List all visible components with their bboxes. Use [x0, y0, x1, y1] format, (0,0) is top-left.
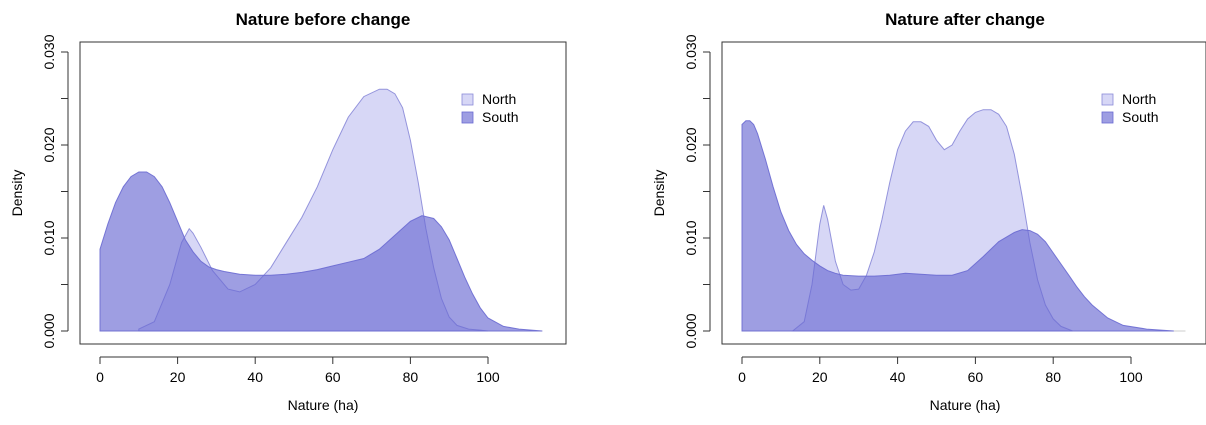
x-tick-label: 80: [1045, 369, 1061, 385]
y-tick-label: 0.000: [41, 313, 57, 348]
x-tick-label: 0: [738, 369, 746, 385]
legend-label-south: South: [1122, 109, 1159, 125]
y-tick-label: 0.020: [41, 127, 57, 162]
legend-swatch-north: [461, 93, 474, 106]
x-tick-label: 40: [890, 369, 906, 385]
density-area-south: [99, 171, 543, 332]
panel-before-change: Nature before change 0 20 40 60 80 100 Nature (…: [9, 10, 567, 413]
y-tick-label: 0.010: [41, 220, 57, 255]
panel-after-change: Nature after change 0 20 40 60 80 100 Nature (h…: [651, 10, 1206, 413]
legend-label-south: South: [482, 109, 519, 125]
x-tick-label: 60: [968, 369, 984, 385]
x-tick-label: 100: [1119, 369, 1143, 385]
x-tick-label: 20: [812, 369, 828, 385]
legend-swatch-south: [461, 111, 474, 124]
x-tick-label: 100: [476, 369, 500, 385]
y-tick-label: 0.020: [683, 127, 699, 162]
y-tick-label: 0.010: [683, 220, 699, 255]
chart-title: Nature after change: [885, 10, 1045, 29]
legend-label-north: North: [1122, 91, 1156, 107]
x-tick-label: 0: [96, 369, 104, 385]
y-axis-label: Density: [651, 170, 667, 217]
plot-frame: [721, 41, 1206, 345]
y-tick-label: 0.030: [683, 34, 699, 69]
x-tick-label: 60: [325, 369, 341, 385]
y-tick-label: 0.000: [683, 313, 699, 348]
plot-frame: [79, 41, 567, 345]
y-axis-label: Density: [9, 170, 25, 217]
y-tick-label: 0.030: [41, 34, 57, 69]
legend-swatch-south: [1101, 111, 1114, 124]
chart-title: Nature before change: [236, 10, 411, 29]
x-tick-label: 40: [247, 369, 263, 385]
x-axis-label: Nature (ha): [288, 397, 359, 413]
density-area-south: [741, 120, 1174, 332]
legend-label-north: North: [482, 91, 516, 107]
x-axis-label: Nature (ha): [930, 397, 1001, 413]
x-tick-label: 20: [170, 369, 186, 385]
legend-swatch-north: [1101, 93, 1114, 106]
x-tick-label: 80: [403, 369, 419, 385]
